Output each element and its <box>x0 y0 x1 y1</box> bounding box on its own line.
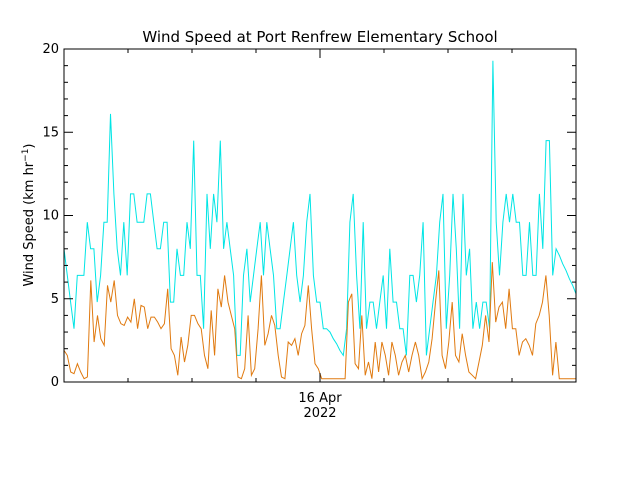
y-tick-label: 10 <box>42 209 59 224</box>
y-axis-label: Wind Speed (km hr−1) <box>21 143 37 286</box>
y-tick-label: 20 <box>42 42 59 57</box>
x-tick-label-year: 2022 <box>303 406 336 421</box>
plot-frame <box>63 48 577 383</box>
y-axis-label-main: Wind Speed (km hr <box>22 161 37 286</box>
plot-area: 0 5 10 15 20 <box>42 42 577 390</box>
y-axis-label-exponent: −1 <box>21 149 31 162</box>
chart-title: Wind Speed at Port Renfrew Elementary Sc… <box>142 28 497 46</box>
y-axis-label-close: ) <box>22 143 37 148</box>
series-line-1 <box>63 262 576 381</box>
series-line-0 <box>63 60 577 357</box>
y-tick-label: 5 <box>51 292 59 307</box>
y-tick-label: 15 <box>42 125 59 140</box>
x-tick-label-day: 16 Apr <box>298 391 342 406</box>
y-tick-label: 0 <box>51 375 59 390</box>
